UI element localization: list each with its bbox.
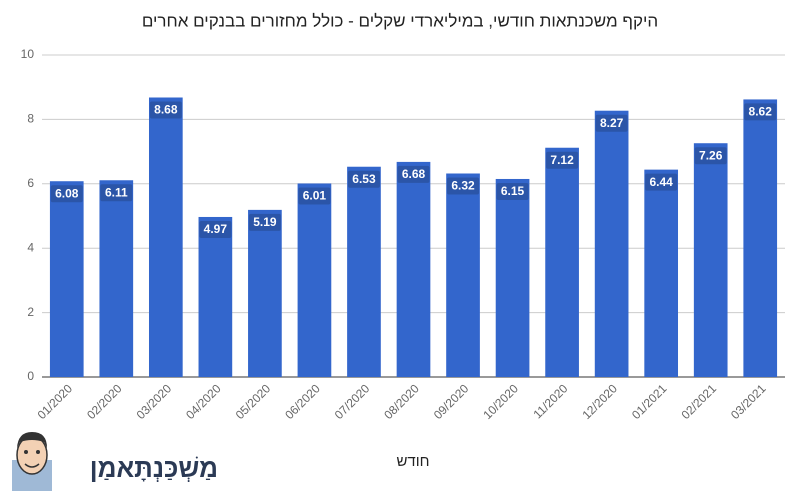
value-label: 7.12 (550, 153, 574, 167)
value-label: 8.27 (600, 116, 624, 130)
x-tick-label: 06/2020 (282, 381, 323, 422)
bar (446, 173, 480, 377)
value-label: 6.01 (303, 189, 327, 203)
value-label-bg (694, 147, 727, 165)
value-label-bg (595, 114, 628, 132)
x-tick-label: 08/2020 (381, 381, 422, 422)
bar (396, 161, 431, 377)
x-axis-label: חודש (396, 453, 429, 470)
x-tick-label: 01/2021 (629, 381, 670, 422)
logo-face (12, 432, 52, 491)
y-tick-label: 2 (27, 305, 34, 319)
value-label-bg (397, 165, 430, 183)
x-tick-label: 02/2021 (678, 381, 719, 422)
x-tick-label: 07/2020 (332, 381, 373, 422)
value-label: 8.68 (154, 103, 178, 117)
value-label: 8.62 (749, 105, 773, 119)
value-label-bg (496, 182, 529, 200)
value-label: 6.11 (105, 185, 128, 199)
value-label: 6.08 (55, 186, 79, 200)
value-label-bg (149, 101, 182, 119)
bar (49, 181, 84, 377)
value-label-bg (50, 185, 83, 203)
x-tick-label: 12/2020 (579, 381, 620, 422)
value-label: 6.15 (501, 184, 525, 198)
y-tick-label: 0 (27, 369, 34, 383)
value-label-bg (546, 151, 579, 169)
value-label: 6.68 (402, 167, 426, 181)
bar (743, 99, 778, 377)
value-label: 4.97 (204, 222, 228, 236)
value-label-bg (645, 173, 678, 191)
x-tick-label: 03/2020 (134, 381, 175, 422)
value-label: 6.53 (352, 172, 376, 186)
value-label-bg (298, 187, 331, 205)
bar (495, 178, 530, 377)
bar (347, 166, 381, 377)
y-tick-label: 4 (27, 240, 34, 254)
x-tick-label: 05/2020 (233, 381, 274, 422)
y-tick-label: 10 (21, 47, 35, 61)
value-label-bg (744, 103, 777, 121)
y-tick-label: 6 (27, 176, 34, 190)
value-label: 6.44 (649, 175, 673, 189)
value-label-bg (447, 177, 480, 195)
bar (297, 183, 332, 377)
x-tick-label: 10/2020 (480, 381, 521, 422)
bar (545, 147, 579, 377)
value-label-bg (248, 213, 281, 231)
bar (248, 209, 282, 377)
bar (594, 110, 629, 378)
x-tick-label: 03/2021 (728, 381, 769, 422)
value-label: 6.32 (451, 179, 475, 193)
bar (693, 143, 728, 377)
x-tick-label: 02/2020 (84, 381, 125, 422)
bar (644, 169, 679, 377)
bar (99, 180, 134, 377)
bar (198, 216, 233, 377)
x-tick-label: 04/2020 (183, 381, 224, 422)
x-tick-label: 01/2020 (35, 381, 76, 422)
value-label: 7.26 (699, 148, 723, 162)
y-tick-label: 8 (27, 112, 34, 126)
bar (148, 97, 183, 377)
chart-title: היקף משכנתאות חודשי, במיליארדי שקלים - כ… (142, 11, 658, 30)
logo-text: מַשְׁכַּנְתָּאמַן (90, 453, 218, 483)
value-label-bg (347, 170, 380, 188)
x-tick-label: 09/2020 (431, 381, 472, 422)
value-label: 5.19 (253, 215, 277, 229)
value-label-bg (199, 220, 232, 238)
x-tick-label: 11/2020 (531, 381, 571, 421)
value-label-bg (100, 184, 133, 202)
